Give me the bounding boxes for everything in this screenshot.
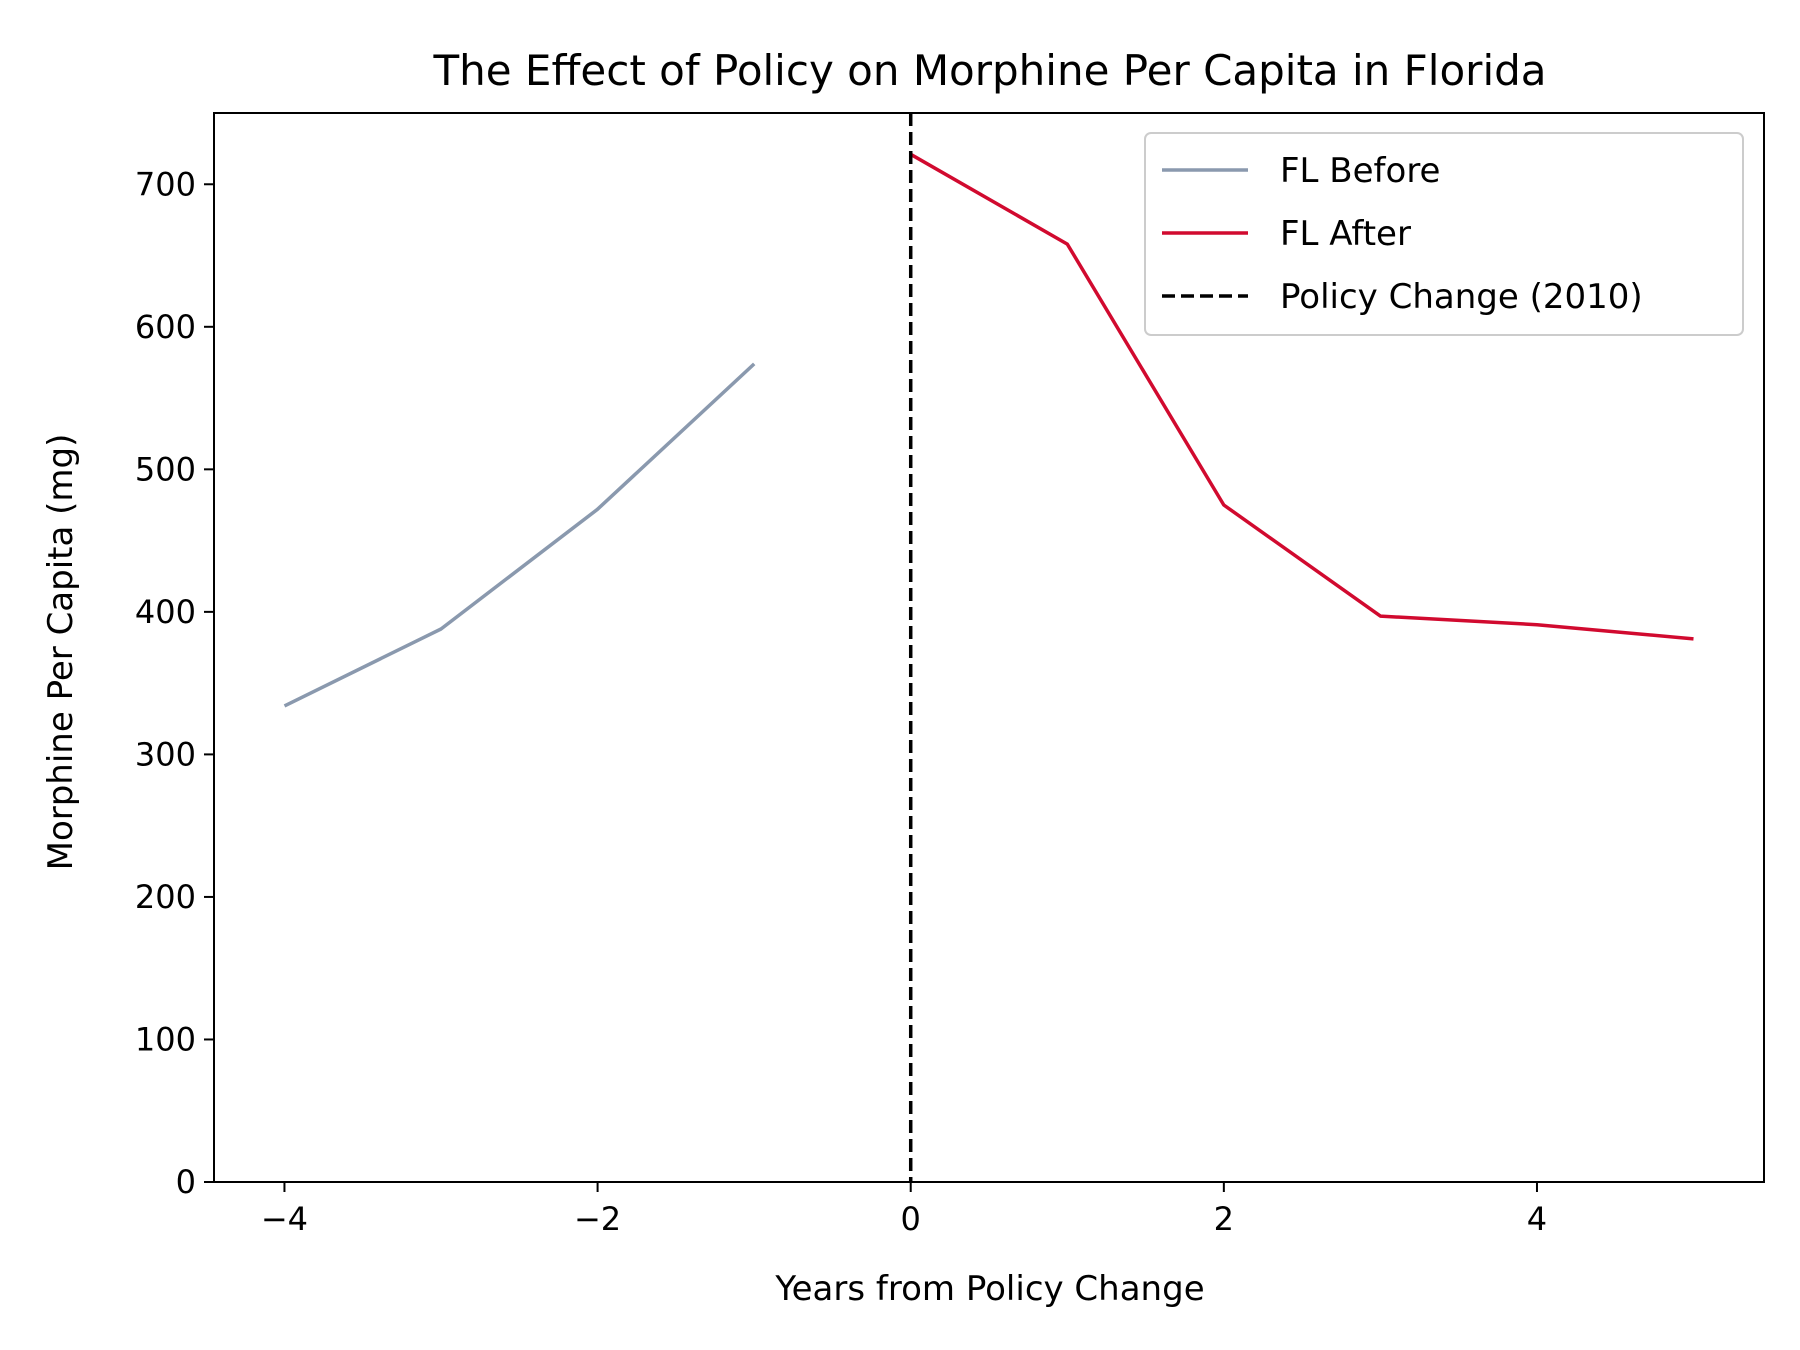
legend: FL Before FL After Policy Change (2010) — [1144, 132, 1744, 336]
y-axis-label: Morphine Per Capita (mg) — [41, 434, 81, 871]
series-line-1 — [283, 362, 756, 708]
y-tick-label: 500 — [135, 450, 196, 488]
y-axis: 0 100 200 300 400 500 600 700 — [135, 165, 214, 1201]
chart-title: The Effect of Policy on Morphine Per Cap… — [432, 46, 1546, 95]
legend-box — [1144, 132, 1744, 336]
x-axis-label: Years from Policy Change — [774, 1269, 1204, 1309]
x-tick-label: 4 — [1527, 1200, 1547, 1238]
legend-label: FL After — [1280, 214, 1411, 254]
y-tick-label: 400 — [135, 593, 196, 631]
legend-label: FL Before — [1280, 151, 1440, 191]
legend-label: Policy Change (2010) — [1280, 277, 1643, 317]
x-axis: −4 −2 0 2 4 — [261, 1182, 1547, 1238]
x-tick-label: 2 — [1214, 1200, 1234, 1238]
y-tick-label: 600 — [135, 308, 196, 346]
x-tick-label: −2 — [574, 1200, 621, 1238]
plot-frame — [213, 112, 1765, 1183]
y-tick-label: 0 — [176, 1163, 196, 1201]
x-tick-label: −4 — [261, 1200, 308, 1238]
series-line-2 — [909, 152, 1694, 641]
x-tick-label: 0 — [901, 1200, 921, 1238]
y-tick-label: 200 — [135, 878, 196, 916]
plot-area — [213, 112, 1765, 1183]
y-tick-label: 300 — [135, 735, 196, 773]
y-tick-label: 700 — [135, 165, 196, 203]
y-tick-label: 100 — [135, 1020, 196, 1058]
